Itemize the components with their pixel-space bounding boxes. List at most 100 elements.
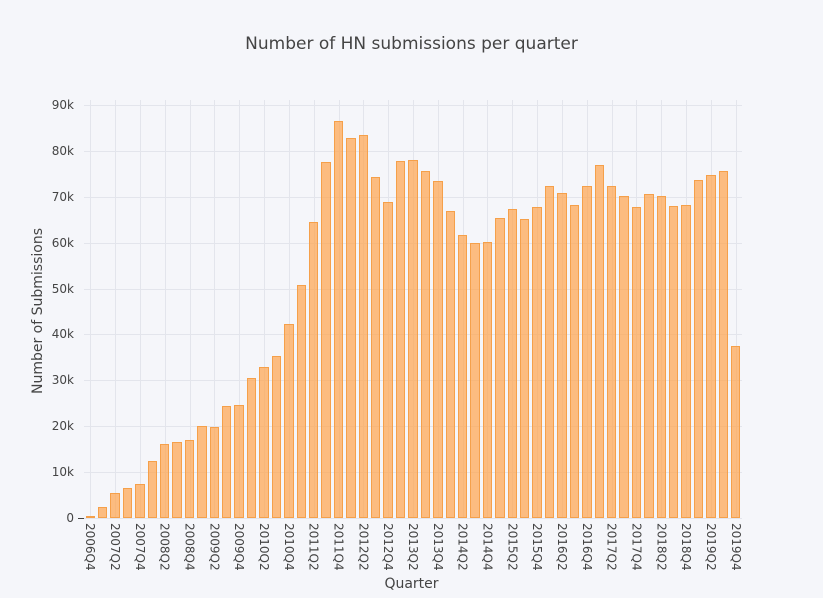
y-tick-label: 70k xyxy=(51,189,74,204)
bar-2012Q4[interactable] xyxy=(383,201,393,518)
bar-2009Q3[interactable] xyxy=(222,406,232,518)
x-tick-label: 2006Q4 xyxy=(83,523,98,571)
zero-tick xyxy=(78,518,84,519)
bar-2016Q4[interactable] xyxy=(582,186,592,518)
gridline-v xyxy=(189,100,191,518)
bar-2016Q3[interactable] xyxy=(569,205,580,518)
bar-2014Q3[interactable] xyxy=(470,243,480,518)
bar-2018Q4[interactable] xyxy=(681,205,691,518)
y-tick-label: 40k xyxy=(51,327,74,342)
x-tick-label: 2007Q2 xyxy=(108,523,123,571)
x-tick-label: 2019Q2 xyxy=(703,523,718,571)
bar-2007Q2[interactable] xyxy=(110,493,120,518)
bar-2015Q3[interactable] xyxy=(520,218,530,518)
bar-2015Q1[interactable] xyxy=(495,217,505,518)
x-tick-label: 2008Q4 xyxy=(182,523,197,571)
bar-2014Q4[interactable] xyxy=(482,242,493,518)
gridline-v xyxy=(264,100,266,518)
bar-2008Q1[interactable] xyxy=(147,461,157,518)
bar-2013Q4[interactable] xyxy=(433,181,443,518)
gridline-v xyxy=(139,100,141,518)
bar-2009Q1[interactable] xyxy=(197,426,207,518)
x-tick-label: 2017Q4 xyxy=(629,523,644,571)
bar-2017Q1[interactable] xyxy=(594,165,604,518)
bar-2011Q1[interactable] xyxy=(296,284,306,518)
y-tick-label: 30k xyxy=(51,373,74,388)
bar-2016Q2[interactable] xyxy=(557,193,567,518)
bar-2017Q2[interactable] xyxy=(606,186,617,518)
y-tick-label: 50k xyxy=(51,281,74,296)
x-tick-label: 2018Q4 xyxy=(679,523,694,571)
x-tick-label: 2009Q2 xyxy=(207,523,222,571)
y-tick-label: 20k xyxy=(51,419,74,434)
bar-2006Q4[interactable] xyxy=(85,516,95,518)
bar-2007Q1[interactable] xyxy=(97,507,108,518)
y-axis-label: Number of Submissions xyxy=(30,227,46,395)
x-tick-label: 2015Q4 xyxy=(530,523,545,571)
y-tick-label: 80k xyxy=(51,143,74,158)
bar-2019Q2[interactable] xyxy=(706,175,716,518)
bar-2007Q3[interactable] xyxy=(122,488,133,518)
x-axis-label: Quarter xyxy=(384,576,439,592)
x-tick-label: 2011Q4 xyxy=(331,523,346,571)
gridline-h xyxy=(84,518,742,519)
bar-2009Q4[interactable] xyxy=(234,405,244,518)
bar-2011Q2[interactable] xyxy=(308,222,319,518)
gridline-v xyxy=(164,100,166,518)
bar-2019Q4[interactable] xyxy=(731,345,741,518)
plot-area xyxy=(84,100,742,519)
bar-2008Q4[interactable] xyxy=(184,440,195,518)
bar-2010Q4[interactable] xyxy=(284,323,294,518)
bar-2018Q2[interactable] xyxy=(656,195,666,518)
bar-2009Q2[interactable] xyxy=(209,427,220,518)
bar-2018Q3[interactable] xyxy=(669,205,679,518)
bar-2019Q1[interactable] xyxy=(693,180,704,518)
bar-2014Q2[interactable] xyxy=(457,234,468,518)
gridline-v xyxy=(115,100,117,518)
bar-2007Q4[interactable] xyxy=(135,484,145,518)
y-tick-label: 90k xyxy=(51,98,74,112)
gridline-v xyxy=(214,100,216,518)
x-tick-label: 2013Q4 xyxy=(430,523,445,571)
bar-2012Q3[interactable] xyxy=(371,177,381,518)
x-tick-label: 2010Q2 xyxy=(257,523,272,571)
bar-2016Q1[interactable] xyxy=(544,186,555,518)
gridline-v xyxy=(735,100,737,518)
x-tick-label: 2012Q4 xyxy=(381,523,396,571)
gridline-v xyxy=(239,100,241,518)
y-tick-label: 60k xyxy=(51,235,74,250)
bar-2014Q1[interactable] xyxy=(445,211,455,518)
bar-2013Q3[interactable] xyxy=(420,171,431,518)
x-tick-label: 2016Q4 xyxy=(579,523,594,571)
x-tick-label: 2010Q4 xyxy=(281,523,296,571)
bar-2010Q2[interactable] xyxy=(259,367,269,518)
bar-2015Q4[interactable] xyxy=(532,206,542,518)
bar-2019Q3[interactable] xyxy=(718,171,729,518)
y-tick-label: 10k xyxy=(51,465,74,480)
bar-2011Q3[interactable] xyxy=(321,161,331,518)
bar-2013Q1[interactable] xyxy=(395,161,406,518)
x-tick-label: 2019Q4 xyxy=(728,523,743,571)
x-tick-label: 2014Q2 xyxy=(455,523,470,571)
x-tick-label: 2014Q4 xyxy=(480,523,495,571)
bar-2011Q4[interactable] xyxy=(333,121,344,518)
bar-2012Q2[interactable] xyxy=(358,134,369,518)
bar-2017Q3[interactable] xyxy=(619,195,629,518)
x-tick-label: 2017Q2 xyxy=(604,523,619,571)
bar-2013Q2[interactable] xyxy=(408,160,418,518)
x-tick-label: 2018Q2 xyxy=(654,523,669,571)
x-tick-label: 2009Q4 xyxy=(232,523,247,571)
chart-title: Number of HN submissions per quarter xyxy=(245,34,578,54)
bar-2015Q2[interactable] xyxy=(507,209,518,518)
bar-2010Q3[interactable] xyxy=(271,356,282,518)
x-tick-label: 2012Q2 xyxy=(356,523,371,571)
bar-2017Q4[interactable] xyxy=(631,206,642,518)
x-tick-label: 2013Q2 xyxy=(406,523,420,571)
bar-2010Q1[interactable] xyxy=(246,378,257,518)
bar-2018Q1[interactable] xyxy=(644,194,654,518)
bar-2012Q1[interactable] xyxy=(346,138,356,518)
x-tick-label: 2008Q2 xyxy=(157,523,172,571)
bar-2008Q3[interactable] xyxy=(172,442,182,518)
bar-2008Q2[interactable] xyxy=(159,444,170,518)
gridline-v xyxy=(90,100,92,518)
